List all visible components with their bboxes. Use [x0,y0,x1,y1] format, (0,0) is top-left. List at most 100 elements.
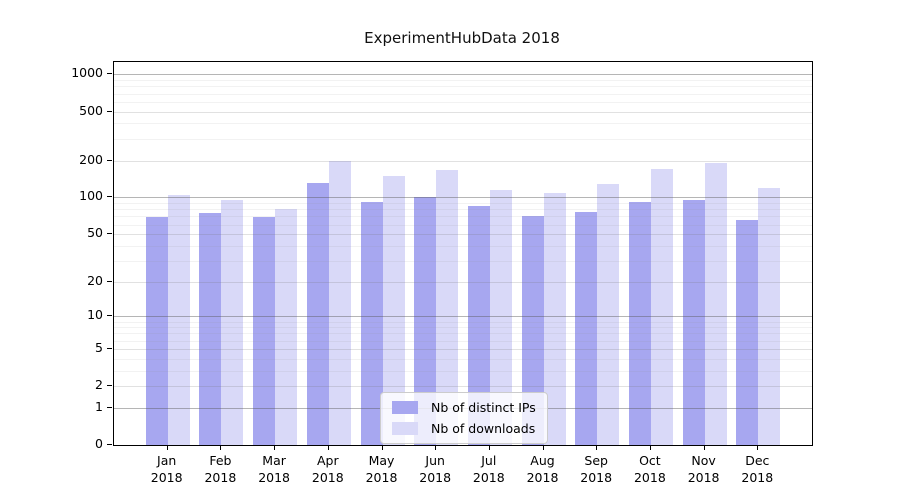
bar-nb-of-distinct-ips-aug [521,216,544,445]
y-tick-mark-500 [107,110,112,112]
bar-nb-of-downloads-apr [328,160,351,445]
y-tick-mark-2 [107,385,112,387]
y-tick-label-2: 2 [95,377,103,393]
x-tick-mark-sep [596,445,598,450]
gridline-minor-9 [114,321,812,323]
plot-area: Nb of distinct IPs Nb of downloads [113,61,813,446]
bar-nb-of-downloads-jun [436,170,459,445]
legend-swatch-distinct-ips-icon [392,401,418,414]
y-tick-mark-5 [107,347,112,349]
legend-item-distinct-ips: Nb of distinct IPs [392,400,536,415]
gridline-minor-6 [114,340,812,342]
gridline-minor-90 [114,203,812,204]
bar-nb-of-distinct-ips-jul [467,206,490,445]
gridline-minor-900 [114,80,812,81]
gridline-200 [114,160,812,162]
gridline-minor-300 [114,138,812,140]
gridline-2 [114,386,812,388]
x-tick-mark-mar [274,445,276,450]
y-tick-label-1000: 1000 [71,65,103,81]
legend: Nb of distinct IPs Nb of downloads [380,392,548,444]
bar-nb-of-distinct-ips-nov [682,200,705,445]
y-tick-mark-0 [107,444,112,445]
x-tick-label-nov: Nov 2018 [687,453,720,485]
x-tick-mark-feb [220,445,222,450]
x-tick-label-apr: Apr 2018 [311,453,344,485]
bar-nb-of-downloads-oct [650,168,673,445]
x-tick-mark-jan [166,445,168,450]
y-tick-mark-10 [107,315,112,317]
y-tick-label-200: 200 [79,151,103,167]
y-tick-label-5: 5 [95,339,103,355]
bar-nb-of-downloads-nov [704,163,727,445]
gridline-minor-3 [114,370,812,372]
gridline-50 [114,234,812,236]
gridline-minor-400 [114,123,812,125]
legend-item-downloads: Nb of downloads [392,421,536,436]
gridline-minor-8 [114,327,812,329]
bar-nb-of-downloads-aug [543,193,566,445]
bar-nb-of-downloads-jan [167,194,190,445]
bar-nb-of-downloads-jul [489,190,512,445]
y-tick-mark-200 [107,159,112,161]
gridline-minor-40 [114,245,812,247]
y-tick-label-1: 1 [95,398,103,414]
y-tick-mark-20 [107,280,112,282]
gridline-5 [114,348,812,350]
x-tick-label-mar: Mar 2018 [258,453,290,485]
x-tick-mark-may [381,445,383,450]
bar-nb-of-downloads-may [382,175,405,445]
x-tick-label-may: May 2018 [365,453,398,485]
bar-nb-of-distinct-ips-apr [306,183,329,445]
x-tick-mark-aug [542,445,544,450]
gridline-minor-70 [114,216,812,218]
legend-label-downloads: Nb of downloads [431,421,536,436]
x-tick-label-dec: Dec 2018 [741,453,774,485]
y-tick-mark-100 [107,196,112,198]
gridline-minor-7 [114,333,812,335]
y-tick-label-100: 100 [79,188,103,204]
bar-nb-of-distinct-ips-jan [145,217,168,445]
bar-nb-of-distinct-ips-sep [575,212,598,445]
x-tick-mark-jul [488,445,490,450]
bar-nb-of-distinct-ips-feb [199,212,222,445]
y-tick-label-20: 20 [87,272,103,288]
y-tick-mark-1 [107,406,112,408]
legend-swatch-downloads-icon [392,422,418,435]
bar-nb-of-downloads-feb [221,200,244,445]
gridline-20 [114,281,812,283]
x-tick-label-jul: Jul 2018 [472,453,505,485]
gridline-500 [114,111,812,113]
y-tick-mark-50 [107,233,112,235]
bar-nb-of-distinct-ips-dec [736,220,759,445]
x-tick-label-sep: Sep 2018 [580,453,613,485]
gridline-1000 [114,74,812,76]
bar-nb-of-distinct-ips-may [360,201,383,445]
gridline-minor-600 [114,101,812,103]
bar-nb-of-distinct-ips-mar [253,217,276,445]
gridline-minor-4 [114,358,812,360]
y-tick-label-50: 50 [87,225,103,241]
x-tick-mark-jun [435,445,437,450]
y-tick-label-10: 10 [87,307,103,323]
gridline-minor-700 [114,93,812,95]
bar-nb-of-distinct-ips-oct [628,201,651,445]
x-tick-label-feb: Feb 2018 [204,453,237,485]
y-tick-label-500: 500 [79,102,103,118]
gridline-minor-30 [114,260,812,262]
x-tick-mark-dec [757,445,759,450]
x-tick-label-aug: Aug 2018 [526,453,559,485]
bar-nb-of-downloads-mar [275,209,298,445]
x-tick-label-jun: Jun 2018 [419,453,452,485]
bar-nb-of-downloads-dec [758,187,781,445]
x-tick-label-oct: Oct 2018 [633,453,666,485]
x-tick-mark-nov [703,445,705,450]
legend-label-distinct-ips: Nb of distinct IPs [431,400,536,415]
y-tick-label-0: 0 [95,436,103,451]
gridline-minor-80 [114,209,812,211]
gridline-10 [114,316,812,318]
x-tick-label-jan: Jan 2018 [150,453,183,485]
x-tick-mark-oct [649,445,651,450]
x-tick-mark-apr [327,445,329,450]
gridline-100 [114,197,812,199]
